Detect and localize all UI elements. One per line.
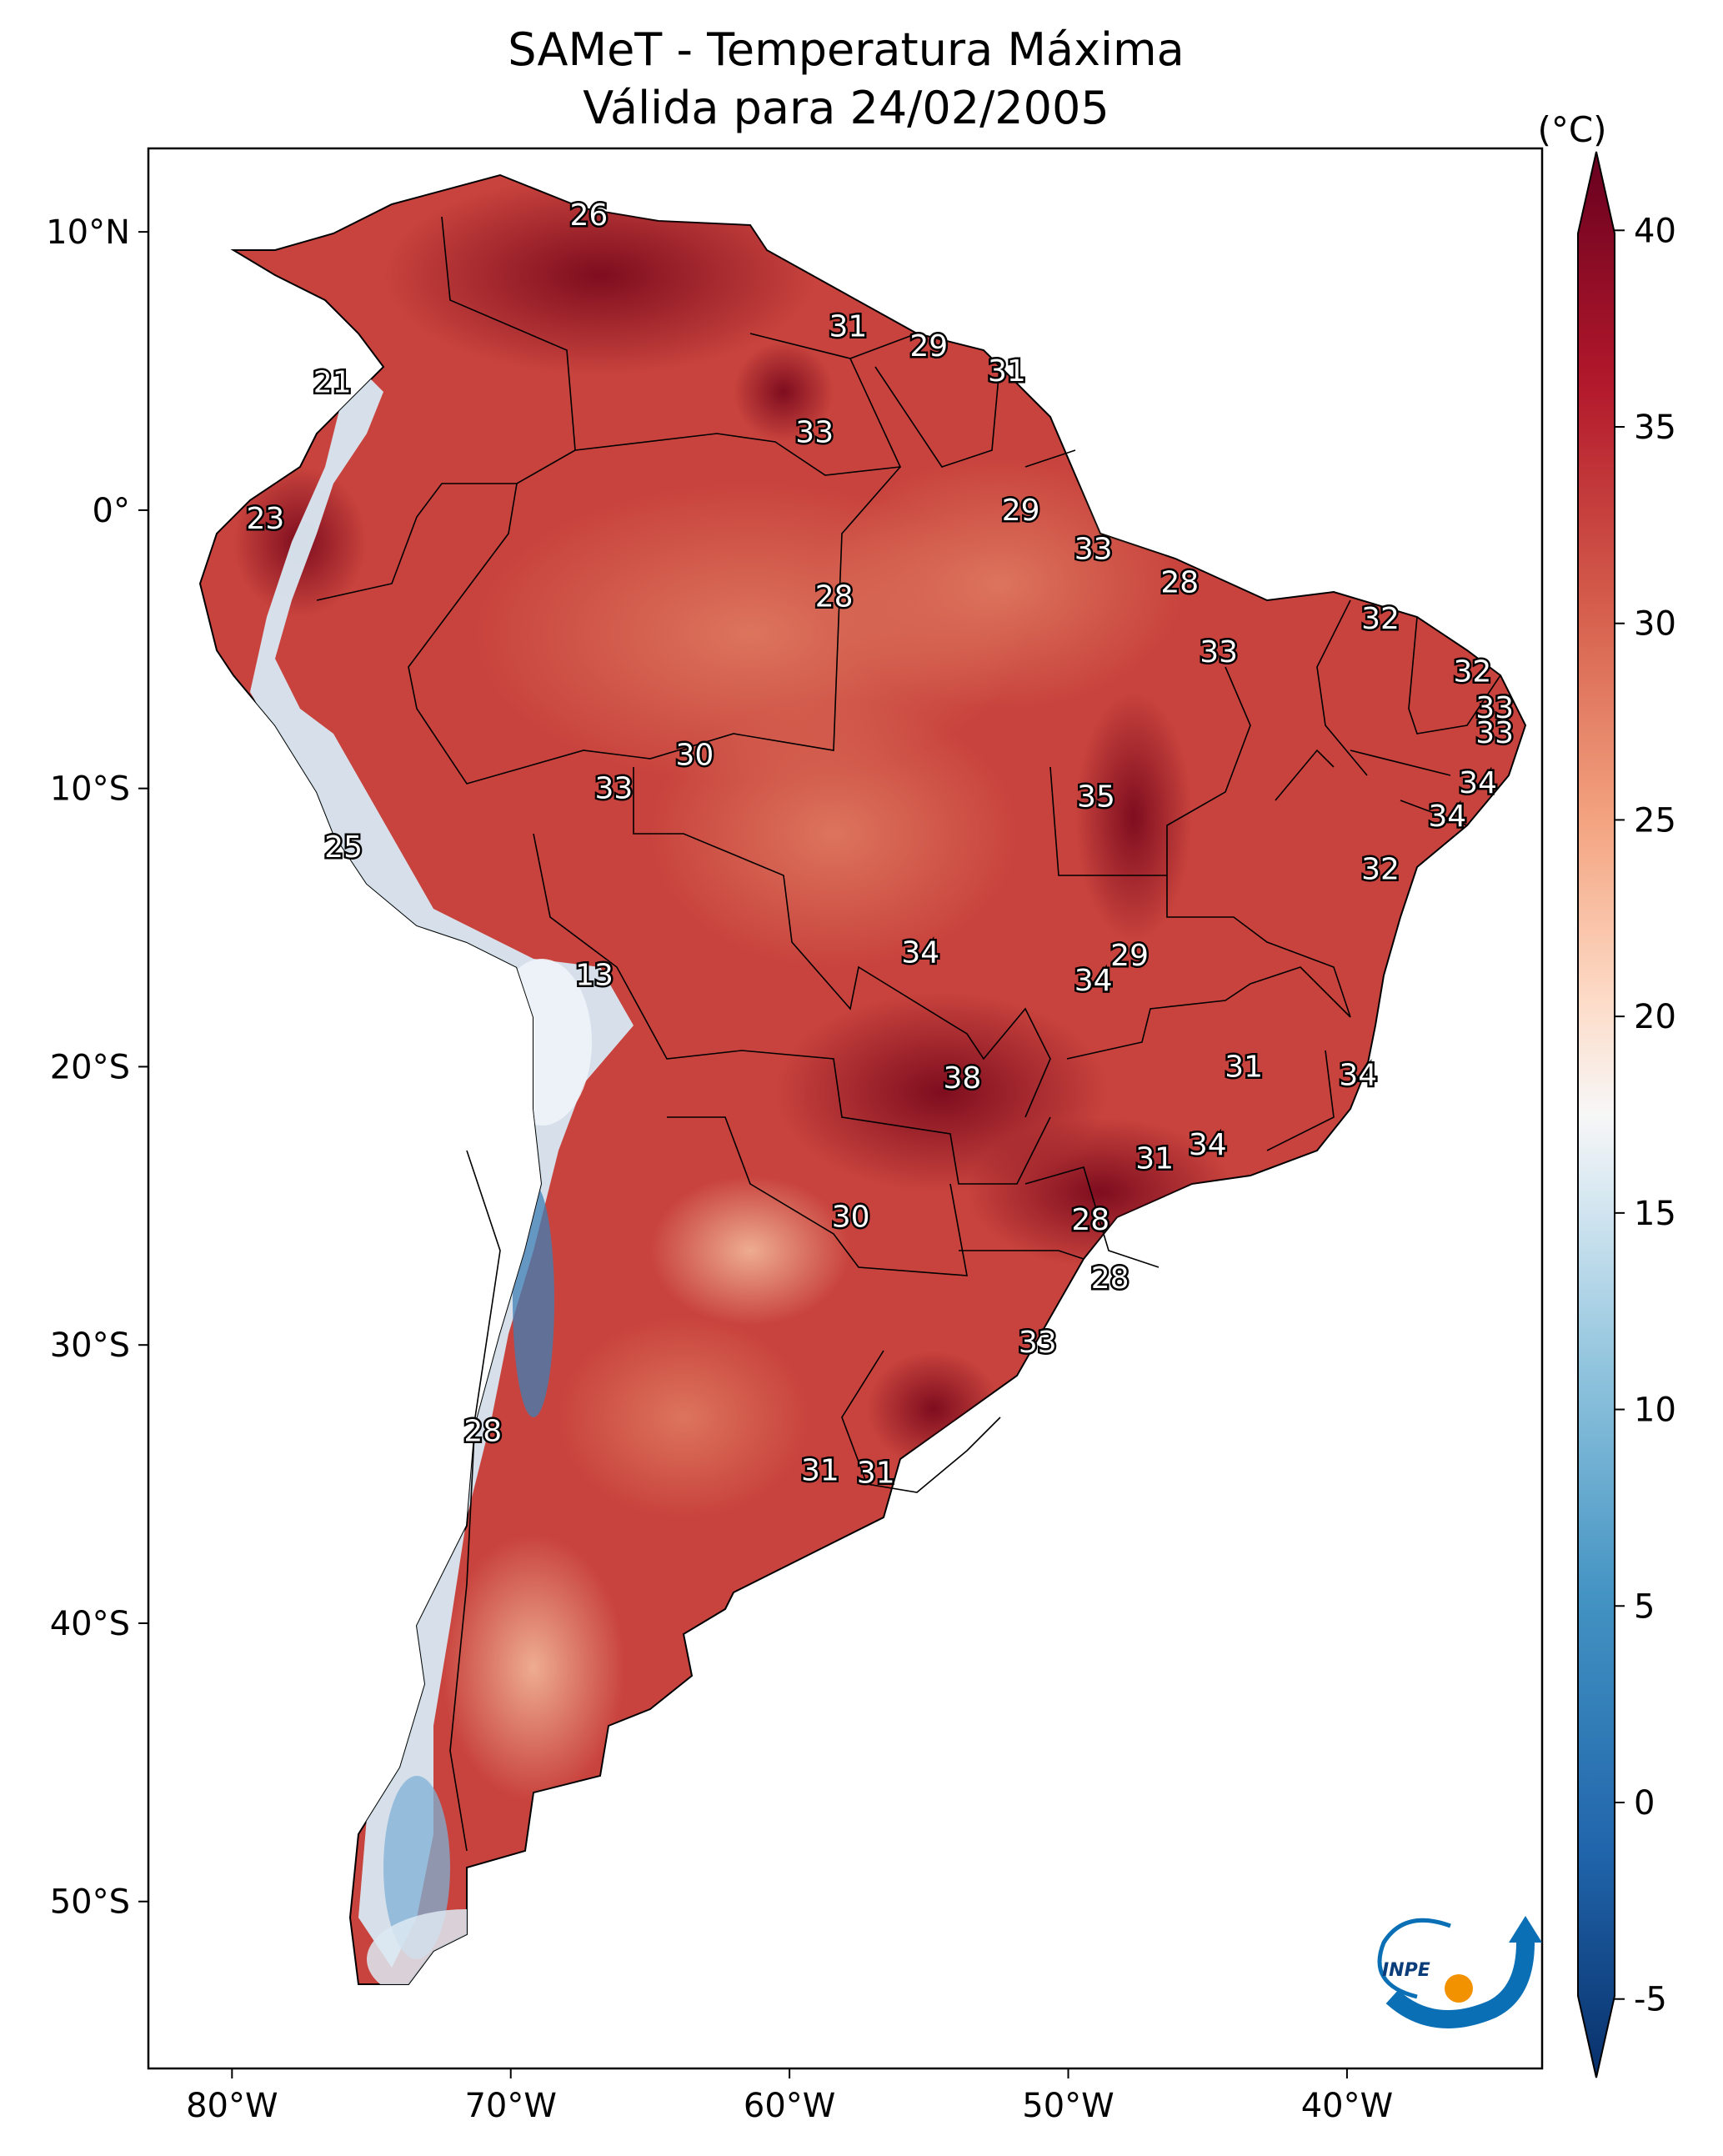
isotherm-label: 32 <box>1361 852 1400 886</box>
map-subtitle: Válida para 24/02/2005 <box>583 82 1109 134</box>
colorbar-tick-label: 35 <box>1634 409 1676 447</box>
latitude-axis: 10°N 0° 10°S 20°S 30°S 40°S 50°S <box>46 213 148 1922</box>
colorbar-tick-label: 5 <box>1634 1587 1655 1626</box>
colorbar-tick-label: 10 <box>1634 1391 1676 1430</box>
isotherm-label: 34 <box>1339 1058 1377 1092</box>
lon-tick-label: 40°W <box>1301 2087 1393 2125</box>
isotherm-label: 31 <box>1225 1050 1263 1084</box>
colorbar-bar <box>1577 151 1615 2078</box>
colorbar-tick-label: 40 <box>1634 212 1676 250</box>
isotherm-label: 28 <box>463 1415 502 1449</box>
isotherm-label: 31 <box>857 1457 895 1491</box>
isotherm-label: 34 <box>1428 800 1466 834</box>
temperature-field <box>233 175 1234 1984</box>
logo-blue-swirl <box>1385 1942 1535 2028</box>
andes-cold-band <box>250 367 634 1968</box>
lat-tick-label: 20°S <box>50 1048 130 1086</box>
isotherm-label: 33 <box>1019 1326 1057 1360</box>
lon-tick-label: 60°W <box>744 2087 835 2125</box>
isotherm-label: 26 <box>569 198 608 233</box>
isotherm-label: 25 <box>324 830 363 865</box>
logo-arrow-icon <box>1509 1916 1542 1943</box>
isotherm-label: 23 <box>247 502 285 536</box>
isotherm-label: 21 <box>313 365 352 399</box>
isotherm-label: 34 <box>1074 964 1113 998</box>
isotherm-label: 28 <box>1071 1203 1109 1237</box>
colorbar-tick-label: 0 <box>1634 1784 1655 1823</box>
isotherm-label: 33 <box>1475 691 1514 725</box>
lon-tick-label: 80°W <box>186 2087 278 2125</box>
isotherm-label: 28 <box>815 579 854 614</box>
map-area <box>198 173 1527 1985</box>
map-frame <box>147 147 1544 2070</box>
colorbar-tick-label: -5 <box>1634 1981 1667 2019</box>
isotherm-label: 34 <box>1189 1128 1227 1162</box>
colorbar-tick-label: 25 <box>1634 801 1676 840</box>
isotherm-label: 31 <box>988 354 1026 389</box>
lat-tick-label: 40°S <box>50 1605 130 1643</box>
lat-tick-label: 0° <box>93 492 130 530</box>
longitude-axis: 80°W 70°W 60°W 50°W 40°W <box>186 2068 1393 2125</box>
map-title: SAMeT - Temperatura Máxima <box>508 23 1185 76</box>
inpe-logo: INPE <box>1377 1916 1542 2028</box>
colorbar-tick-label: 30 <box>1634 605 1676 644</box>
isotherm-label: 33 <box>595 772 634 806</box>
isotherm-label: 31 <box>829 310 867 344</box>
colorbar: 40 35 30 25 20 15 10 5 0 -5 (°C) <box>1537 109 1676 2078</box>
colorbar-unit-label: (°C) <box>1537 109 1606 150</box>
colorbar-ticks: 40 35 30 25 20 15 10 5 0 -5 <box>1615 212 1676 2019</box>
logo-text: INPE <box>1382 1960 1430 1981</box>
isotherm-label: 29 <box>1110 939 1149 973</box>
isotherm-label: 33 <box>1475 716 1514 750</box>
colorbar-tick-label: 15 <box>1634 1195 1676 1233</box>
isotherm-label: 34 <box>901 936 939 970</box>
isotherm-label: 28 <box>1091 1261 1129 1296</box>
lon-tick-label: 50°W <box>1022 2087 1114 2125</box>
isotherm-label: 32 <box>1361 602 1400 636</box>
country-borders <box>316 216 1501 1852</box>
isotherm-label: 28 <box>1160 566 1199 600</box>
isotherm-label: 29 <box>1002 494 1040 528</box>
lat-tick-label: 50°S <box>50 1883 130 1922</box>
isotherm-label: 13 <box>575 958 614 992</box>
isotherm-label: 29 <box>909 329 948 364</box>
isotherm-label: 34 <box>1459 766 1497 800</box>
isotherm-label: 33 <box>1074 533 1113 567</box>
isotherm-label: 30 <box>676 739 714 773</box>
isotherm-label: 31 <box>801 1453 839 1487</box>
lat-tick-label: 10°S <box>50 770 130 809</box>
isotherm-label: 32 <box>1453 654 1491 689</box>
lat-tick-label: 30°S <box>50 1326 130 1365</box>
isotherm-label: 30 <box>832 1201 870 1235</box>
isotherm-label: 31 <box>1135 1142 1174 1176</box>
lat-tick-label: 10°N <box>46 213 130 252</box>
isotherm-label: 35 <box>1077 780 1115 815</box>
isotherm-label: 38 <box>944 1061 982 1096</box>
colorbar-tick-label: 20 <box>1634 998 1676 1036</box>
logo-orange-dot <box>1445 1974 1473 2003</box>
isotherm-label: 33 <box>795 415 834 449</box>
isotherm-label: 33 <box>1200 635 1238 669</box>
lon-tick-label: 70°W <box>464 2087 556 2125</box>
